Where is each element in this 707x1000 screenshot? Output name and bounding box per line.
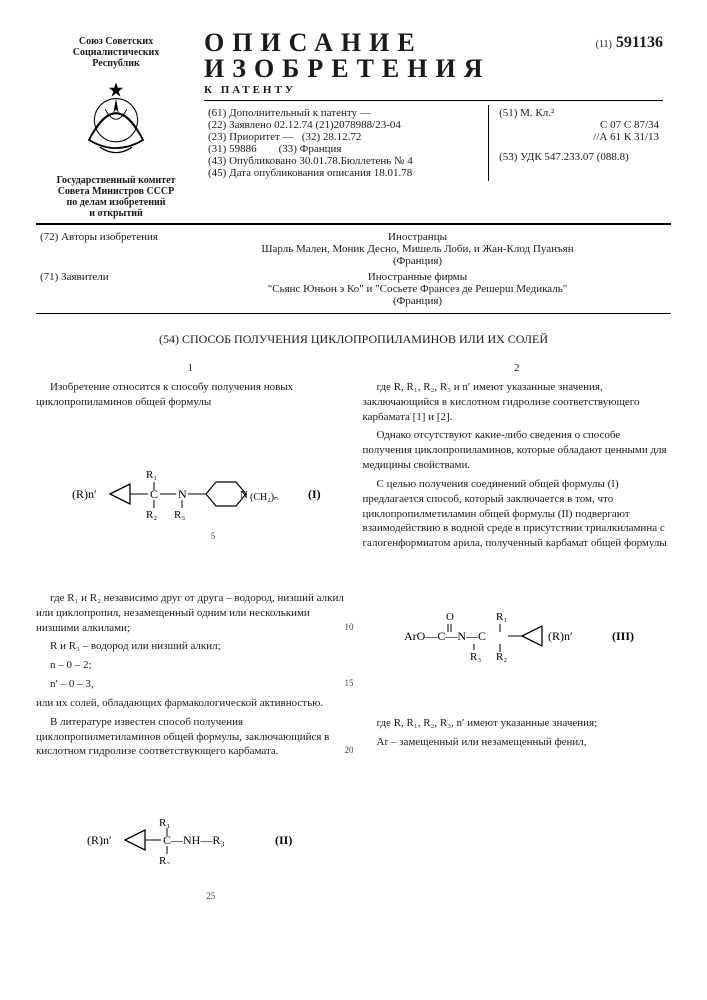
svg-text:N: N xyxy=(240,489,248,501)
para-7: где R, R₁, R₂, R₃, n′ имеют указанные зн… xyxy=(363,716,672,731)
field-71-label: (71) Заявители xyxy=(40,271,109,283)
formula-2: (R)n′ C—NH—R₃ R₁ R₂ (II) 25 xyxy=(36,765,345,928)
field-22-label: (22) Заявлено xyxy=(208,119,271,131)
field-51-label: (51) М. Кл.² xyxy=(499,107,554,119)
svg-text:R₁: R₁ xyxy=(146,469,157,481)
para-2a: где R₁ и R₂ независимо друг от друга – в… xyxy=(36,591,345,636)
field-23-val: — xyxy=(283,131,294,143)
para-8: Ar – замещенный или незамещенный фенил, xyxy=(363,735,672,750)
field-22-val: 02.12.74 xyxy=(274,119,313,131)
line-num-5: 5 xyxy=(201,530,215,542)
para-2c: n – 0 – 2; xyxy=(36,658,345,673)
svg-text:R₂: R₂ xyxy=(146,509,157,520)
svg-text:R₁: R₁ xyxy=(496,611,507,623)
issuer-line2: Социалистических xyxy=(36,47,196,58)
doc-number: 591136 xyxy=(616,34,663,51)
field-32-label: (32) xyxy=(302,131,320,143)
field-71-country: (Франция) xyxy=(168,295,667,307)
para-3: В литературе известен способ получения ц… xyxy=(36,715,345,760)
field-31-val: 59886 xyxy=(229,143,257,155)
svg-text:C—NH—R₃: C—NH—R₃ xyxy=(163,833,225,847)
col2-number: 2 xyxy=(363,361,672,376)
field-51-val2: //А 61 К 31/13 xyxy=(593,131,659,143)
doc-num-prefix: (11) xyxy=(596,39,612,50)
field-72-pre: Иностранцы xyxy=(168,231,667,243)
svg-text:N: N xyxy=(178,487,187,501)
field-51-val1: С 07 С 87/34 xyxy=(600,119,659,131)
issuer-line3: Республик xyxy=(36,58,196,69)
field-72-val: Шарль Мален, Моник Десно, Мишель Лоби, и… xyxy=(168,243,667,255)
svg-text:R₂: R₂ xyxy=(159,855,170,864)
svg-text:O: O xyxy=(446,611,454,623)
svg-text:R₂: R₂ xyxy=(496,651,507,662)
svg-text:R₁: R₁ xyxy=(159,817,170,829)
field-23-label: (23) Приоритет xyxy=(208,131,280,143)
doc-title-2: ИЗОБРЕТЕНИЯ xyxy=(204,56,553,82)
field-45-label: (45) Дата опубликования описания xyxy=(208,167,371,179)
para-2e: или их солей, обладающих фармакологическ… xyxy=(36,696,345,711)
field-33-val: Франция xyxy=(300,143,342,155)
field-72-country: (Франция) xyxy=(168,255,667,267)
svg-text:R₃: R₃ xyxy=(470,651,481,662)
field-21-val: 2078988/23-04 xyxy=(334,119,401,131)
para-4: где R, R₁, R₂, R₃ и n′ имеют указанные з… xyxy=(363,380,672,425)
para-5: Однако отсутствуют какие-либо сведения о… xyxy=(363,428,672,473)
field-32-val: 28.12.72 xyxy=(323,131,362,143)
line-num-25: 25 xyxy=(201,890,215,902)
svg-text:(I): (I) xyxy=(308,487,321,501)
f1-left: (R)n′ xyxy=(72,487,97,501)
svg-text:(II): (II) xyxy=(275,833,292,847)
invention-title: (54) СПОСОБ ПОЛУЧЕНИЯ ЦИКЛОПРОПИЛАМИНОВ … xyxy=(100,332,608,347)
field-21-label: (21) xyxy=(315,119,333,131)
svg-text:(CH₂)ₙ: (CH₂)ₙ xyxy=(250,492,278,503)
para-2b: R и R₃ – водород или низший алкил; xyxy=(36,639,345,654)
line-num-20: 20 xyxy=(331,744,345,756)
formula-1: (R)n′ C R₁ R₂ N R₃ xyxy=(36,416,345,585)
field-53-label: (53) УДК xyxy=(499,151,542,163)
field-61-label: (61) Дополнительный к патенту xyxy=(208,107,357,119)
svg-text:ArO—C—N—C: ArO—C—N—C xyxy=(404,629,486,643)
field-43-label: (43) Опубликовано xyxy=(208,155,297,167)
field-71-val: "Сьянс Юньон э Ко" и "Сосьете Франсез де… xyxy=(168,283,667,295)
formula-3: ArO—C—N—C O R₃ R₁ R₂ (R)n′ (III) xyxy=(363,557,672,710)
issuer-line1: Союз Советских xyxy=(36,36,196,47)
para-6: С целью получения соединений общей форму… xyxy=(363,477,672,551)
para-1: Изобретение относится к способу получени… xyxy=(36,380,345,410)
state-emblem-icon xyxy=(71,77,161,167)
line-num-15: 15 xyxy=(331,677,345,689)
field-53-val: 547.233.07 (088.8) xyxy=(544,151,628,163)
para-2d: n′ – 0 – 3, 15 xyxy=(36,677,345,692)
field-72-label: (72) Авторы изобретения xyxy=(40,231,158,243)
field-33-label: (33) xyxy=(279,143,297,155)
svg-text:(R)n′: (R)n′ xyxy=(87,833,112,847)
doc-title-1: ОПИСАНИЕ xyxy=(204,30,553,56)
committee-line4: и открытий xyxy=(36,208,196,219)
field-43-val: 30.01.78.Бюллетень № 4 xyxy=(299,155,412,167)
field-31-label: (31) xyxy=(208,143,226,155)
svg-text:(III): (III) xyxy=(612,629,634,643)
doc-subtitle: К ПАТЕНТУ xyxy=(204,84,553,96)
committee-line2: Совета Министров СССР xyxy=(36,186,196,197)
committee-line3: по делам изобретений xyxy=(36,197,196,208)
field-45-val: 18.01.78 xyxy=(374,167,413,179)
line-num-10: 10 xyxy=(331,621,345,633)
svg-text:(R)n′: (R)n′ xyxy=(548,629,573,643)
field-71-pre: Иностранные фирмы xyxy=(168,271,667,283)
svg-text:R₃: R₃ xyxy=(174,509,185,520)
committee-line1: Государственный комитет xyxy=(36,175,196,186)
col1-number: 1 xyxy=(36,361,345,376)
field-61-val: — xyxy=(360,107,371,119)
